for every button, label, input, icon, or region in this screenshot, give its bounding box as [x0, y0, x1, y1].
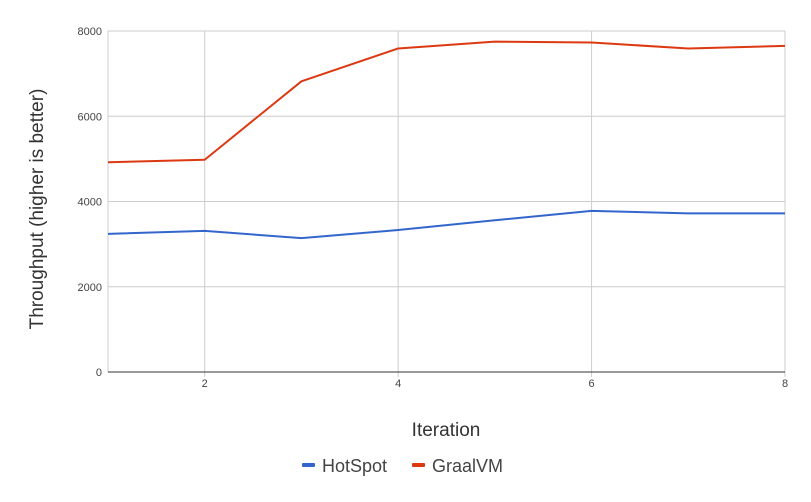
legend-swatch-hotspot	[302, 463, 315, 467]
horizontal-gridlines	[108, 30, 785, 373]
y-axis-title: Throughput (higher is better)	[27, 89, 48, 330]
series-lines	[107, 40, 786, 240]
series-line-hotspot	[107, 209, 785, 240]
y-tick-label: 6000	[78, 111, 102, 123]
y-tick-label: 2000	[78, 282, 102, 294]
x-axis-title: Iteration	[412, 420, 481, 441]
vertical-gridlines	[107, 31, 786, 377]
y-axis-ticks: 0 2000 4000 6000 8000	[78, 26, 102, 379]
series-line-graalvm	[107, 40, 786, 164]
y-tick-label: 4000	[78, 197, 102, 209]
legend-label-graalvm: GraalVM	[432, 456, 503, 476]
y-tick-label: 8000	[78, 26, 102, 38]
x-tick-label: 2	[202, 378, 208, 390]
legend-swatch-graalvm	[412, 463, 425, 467]
x-axis-ticks: 2 4 6 8	[202, 378, 788, 390]
legend-label-hotspot: HotSpot	[322, 456, 387, 476]
x-tick-label: 6	[589, 378, 595, 390]
x-tick-label: 4	[395, 378, 401, 390]
y-tick-label: 0	[96, 367, 102, 379]
x-tick-label: 8	[782, 378, 788, 390]
legend: HotSpot GraalVM	[302, 456, 503, 476]
